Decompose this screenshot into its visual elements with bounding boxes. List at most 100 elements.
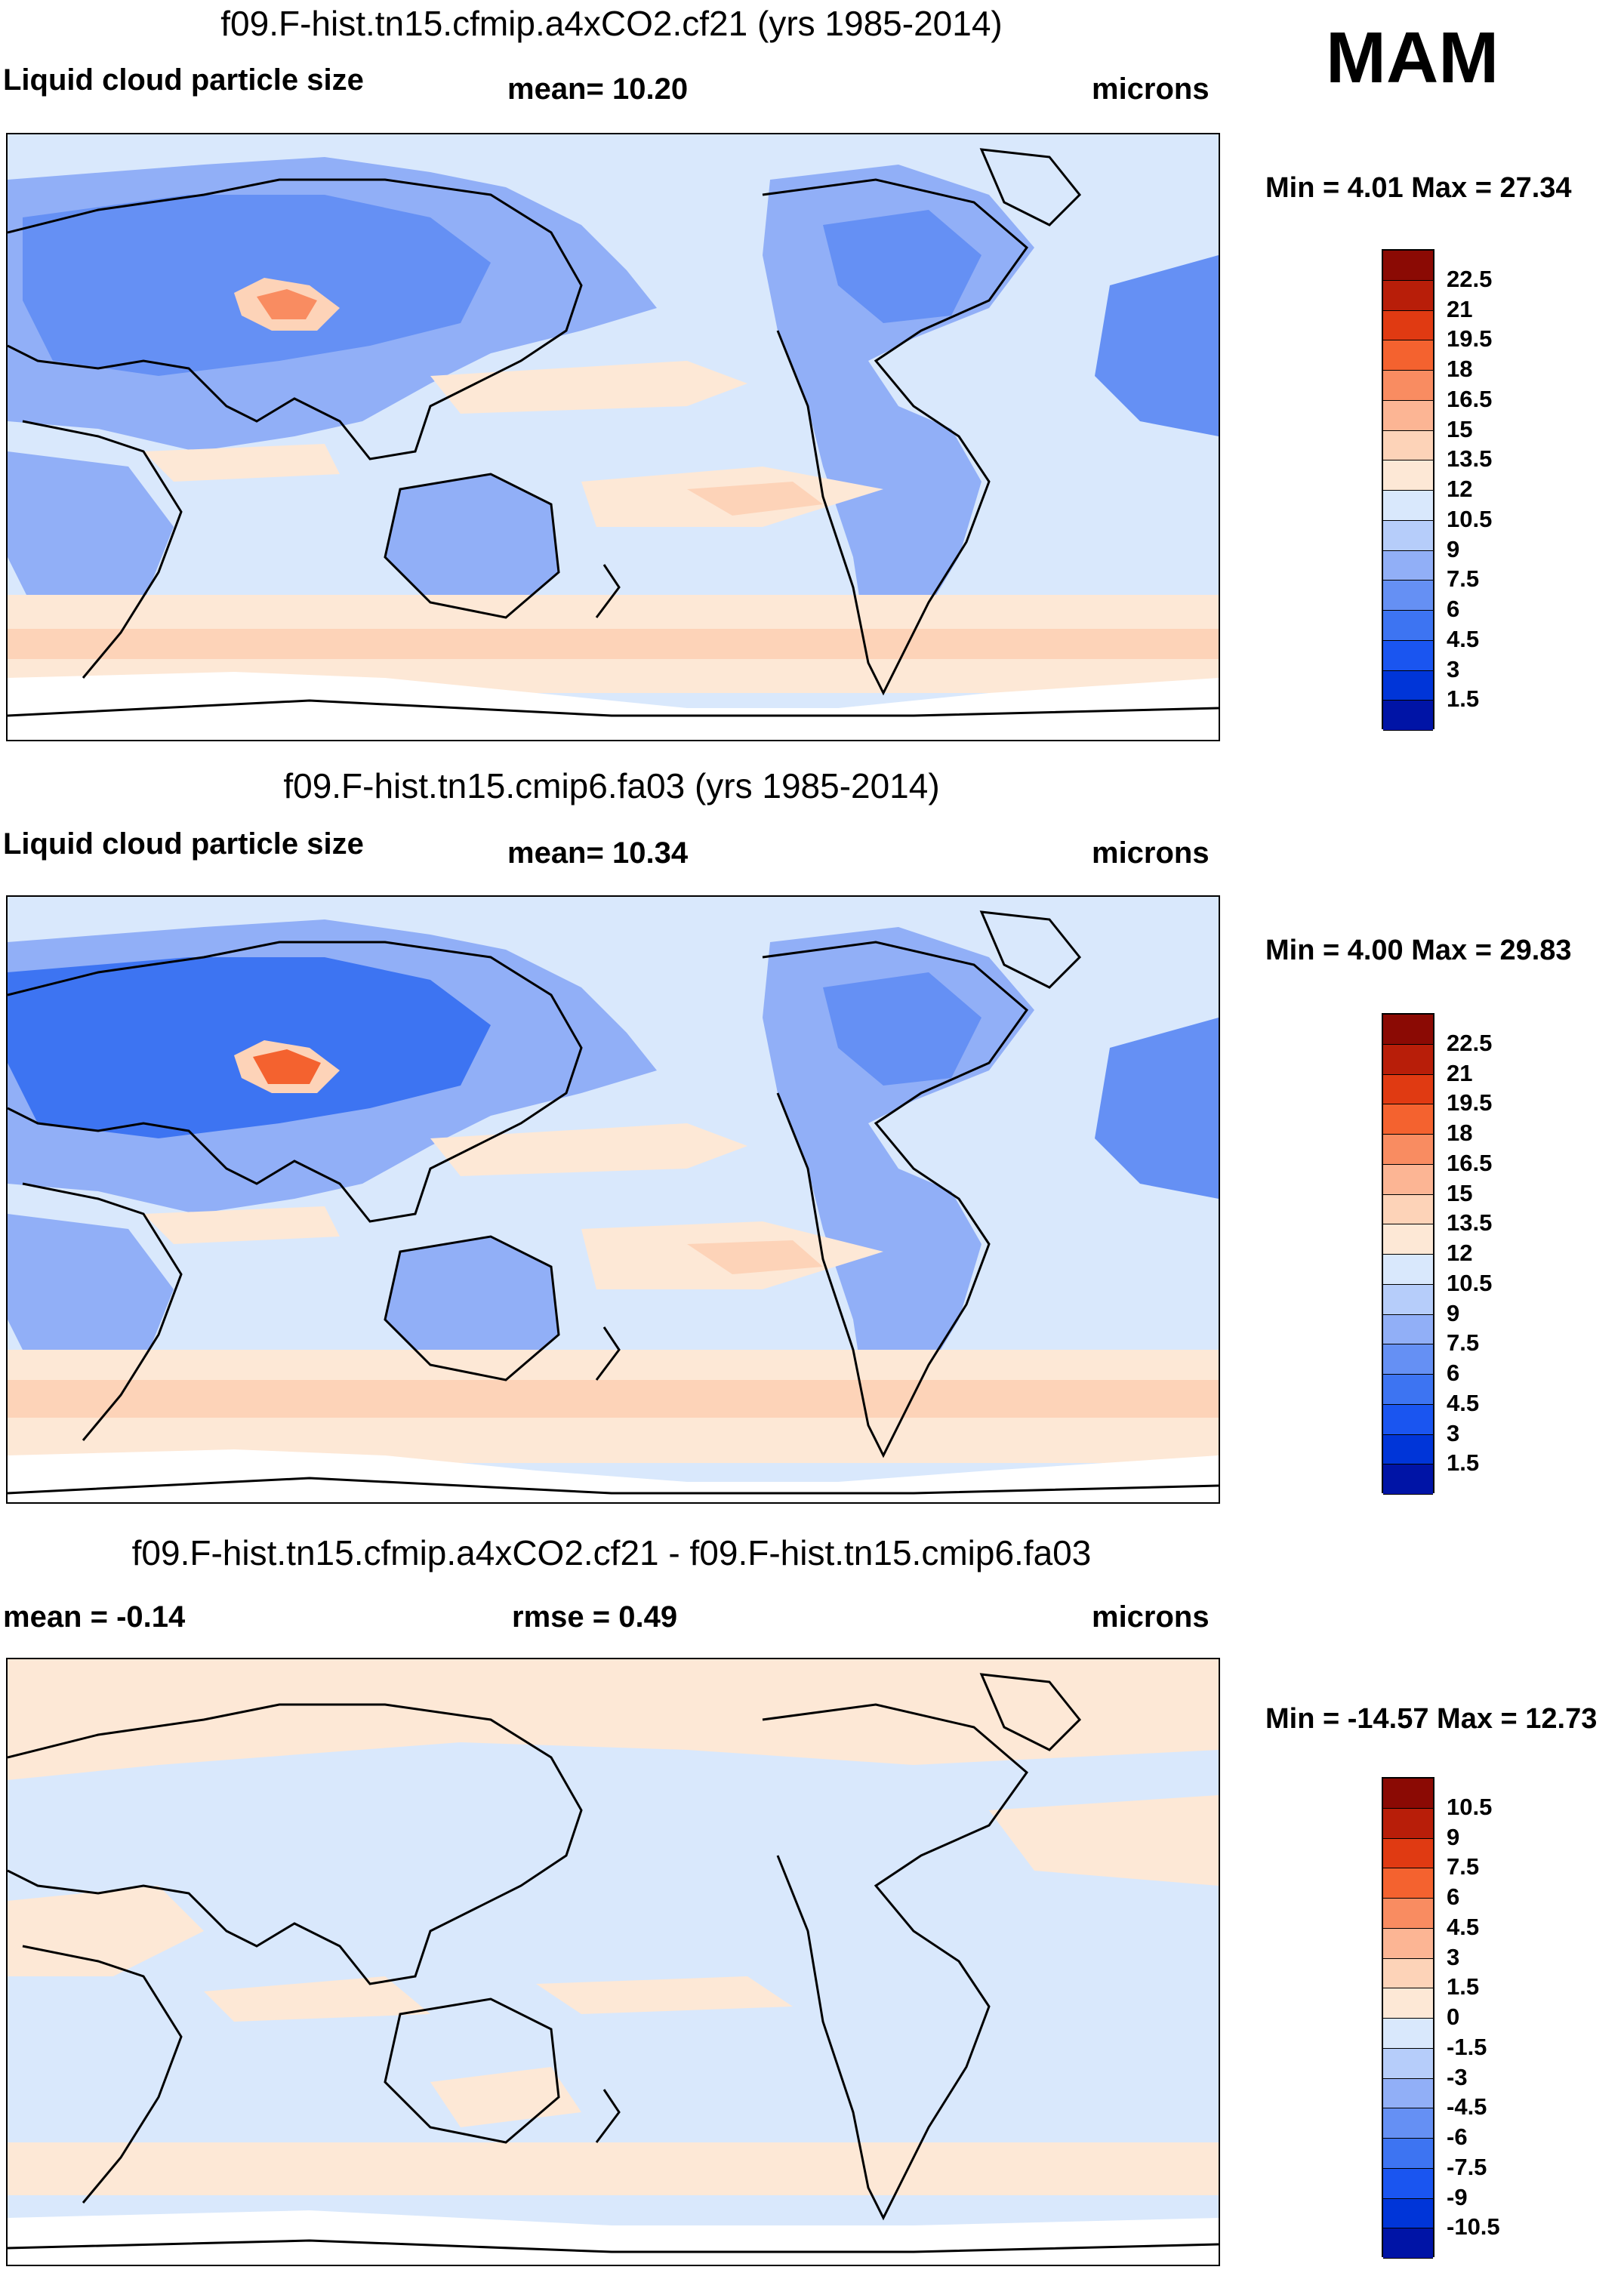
colorbar-box [1383, 1404, 1433, 1435]
antarctica-field [8, 1449, 1219, 1502]
panel2-title: f09.F-hist.tn15.cmip6.fa03 (yrs 1985-201… [283, 766, 940, 805]
positive-patch [989, 1795, 1219, 1886]
colorbar-box [1383, 2078, 1433, 2109]
north-pacific-warm-band [430, 361, 747, 414]
colorbar-tick-label: -6 [1447, 2124, 1468, 2150]
panel3-rmse-label: rmse = 0.49 [512, 1600, 678, 1634]
north-pacific-warm-band [430, 1123, 747, 1176]
indian-ocean-warm-band [143, 1206, 340, 1244]
colorbar-box [1383, 2139, 1433, 2169]
colorbar-tick-label: -10.5 [1447, 2213, 1500, 2241]
colorbar-tick-label: 21 [1447, 295, 1473, 322]
colorbar-box [1383, 1988, 1433, 2019]
south-pacific-warm-core [687, 1240, 823, 1274]
panel2-variable-label: Liquid cloud particle size [3, 827, 364, 861]
colorbar-tick-label: 4.5 [1447, 625, 1480, 652]
colorbar-box [1383, 1899, 1433, 1929]
panel3-map [6, 1658, 1220, 2266]
colorbar-tick-label: 3 [1447, 1943, 1460, 1970]
panel1-colorbar [1382, 249, 1434, 731]
colorbar-tick-label: 9 [1447, 535, 1460, 562]
atlantic-east-field [1095, 1018, 1219, 1199]
colorbar-box [1383, 400, 1433, 431]
colorbar-tick-label: 6 [1447, 596, 1460, 622]
colorbar-box [1383, 1779, 1433, 1809]
panel2-mean-label: mean= 10.34 [507, 836, 689, 870]
colorbar-tick-label: 12 [1447, 1240, 1473, 1266]
colorbar-box [1383, 2048, 1433, 2079]
colorbar-box [1383, 2019, 1433, 2049]
colorbar-tick-label: 4.5 [1447, 1389, 1480, 1416]
tibet-core-field [257, 289, 317, 319]
panel3-minmax-label: Min = -14.57 Max = 12.73 [1265, 1703, 1598, 1735]
colorbar-tick-label: 9 [1447, 1823, 1460, 1850]
panel2-colorbar [1382, 1013, 1434, 1495]
panel3-units-label: microns [1092, 1600, 1210, 1634]
colorbar-tick-label: 1.5 [1447, 685, 1480, 713]
colorbar-tick-label: 22.5 [1447, 265, 1493, 292]
south-pacific-warm-core [687, 482, 823, 516]
colorbar-box [1383, 1224, 1433, 1255]
coastlines [8, 1673, 1219, 2253]
colorbar-box [1383, 1375, 1433, 1405]
americas-field [763, 927, 1034, 1455]
colorbar-tick-label: -4.5 [1447, 2093, 1487, 2121]
colorbar-tick-label: 1.5 [1447, 1973, 1480, 2000]
colorbar-box [1383, 581, 1433, 611]
colorbar-box [1383, 251, 1433, 281]
panel3-map-svg [8, 1659, 1219, 2265]
colorbar-box [1383, 670, 1433, 701]
colorbar-tick-label: 3 [1447, 655, 1460, 682]
panel1-map [6, 133, 1220, 741]
colorbar-tick-label: 7.5 [1447, 1853, 1480, 1880]
americas-field [763, 165, 1034, 693]
colorbar-tick-label: -9 [1447, 2183, 1468, 2210]
colorbar-tick-label: -3 [1447, 2063, 1468, 2090]
southern-ocean-warm-core [8, 1380, 1219, 1418]
colorbar-box [1383, 1074, 1433, 1105]
colorbar-tick-label: 21 [1447, 1059, 1473, 1086]
antarctica-field [8, 672, 1219, 740]
colorbar-tick-label: 19.5 [1447, 1089, 1493, 1116]
colorbar-tick-label: 18 [1447, 356, 1473, 382]
colorbar-box [1383, 1808, 1433, 1839]
australia-field [385, 474, 559, 618]
colorbar-box [1383, 1255, 1433, 1285]
north-america-core-field [823, 972, 981, 1086]
colorbar-box [1383, 1104, 1433, 1135]
colorbar-tick-label: 1.5 [1447, 1449, 1480, 1477]
colorbar-box [1383, 460, 1433, 491]
colorbar-box [1383, 371, 1433, 401]
colorbar-tick-label: 16.5 [1447, 1149, 1493, 1176]
coastlines [8, 148, 1219, 717]
colorbar-box [1383, 1135, 1433, 1165]
colorbar-box [1383, 2168, 1433, 2199]
colorbar-box [1383, 1164, 1433, 1195]
positive-patch [204, 1976, 430, 2022]
colorbar-box [1383, 1958, 1433, 1989]
colorbar-box [1383, 491, 1433, 521]
colorbar-tick-label: 12 [1447, 476, 1473, 502]
colorbar-tick-label: 22.5 [1447, 1029, 1493, 1056]
colorbar-box [1383, 340, 1433, 371]
colorbar-tick-label: 6 [1447, 1360, 1460, 1386]
colorbar-box [1383, 1868, 1433, 1899]
panel2-map [6, 895, 1220, 1504]
australia-field [385, 1237, 559, 1380]
panel2-map-svg [8, 897, 1219, 1502]
colorbar-tick-label: 7.5 [1447, 565, 1480, 593]
colorbar-tick-label: 9 [1447, 1299, 1460, 1326]
panel3-title: f09.F-hist.tn15.cfmip.a4xCO2.cf21 - f09.… [131, 1533, 1092, 1572]
colorbar-box [1383, 520, 1433, 551]
coastlines [8, 910, 1219, 1495]
colorbar-tick-label: 15 [1447, 1179, 1473, 1206]
colorbar-tick-label: 4.5 [1447, 1913, 1480, 1940]
colorbar-box [1383, 2228, 1433, 2259]
colorbar-box [1383, 1465, 1433, 1495]
colorbar-tick-label: 6 [1447, 1883, 1460, 1910]
panel1-mean-label: mean= 10.20 [507, 72, 689, 106]
colorbar-tick-label: 18 [1447, 1120, 1473, 1146]
colorbar-box [1383, 1314, 1433, 1345]
positive-band [8, 2142, 1219, 2195]
atlantic-east-field [1095, 255, 1219, 436]
